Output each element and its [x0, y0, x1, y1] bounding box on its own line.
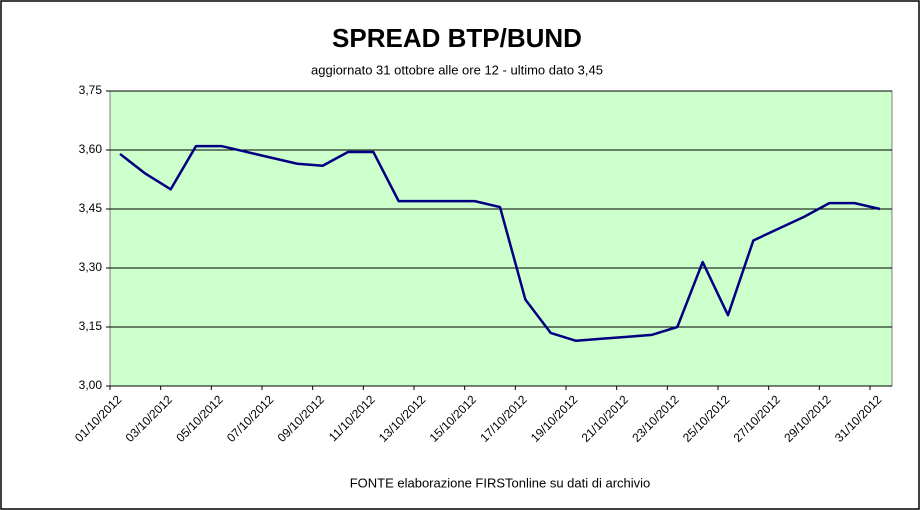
y-tick-label: 3,15: [79, 319, 103, 333]
chart-title: SPREAD BTP/BUND: [332, 23, 582, 53]
data-line: [119, 144, 881, 343]
plot-area: [109, 90, 893, 387]
y-tick-label: 3,75: [79, 83, 103, 97]
source-note: FONTE elaborazione FIRSTonline su dati d…: [350, 475, 651, 490]
y-tick-label: 3,45: [79, 201, 103, 215]
y-tick-label: 3,30: [79, 260, 103, 274]
y-tick-label: 3,00: [79, 378, 103, 392]
y-tick-label: 3,60: [79, 142, 103, 156]
chart-subtitle: aggiornato 31 ottobre alle ore 12 - ulti…: [311, 62, 603, 77]
